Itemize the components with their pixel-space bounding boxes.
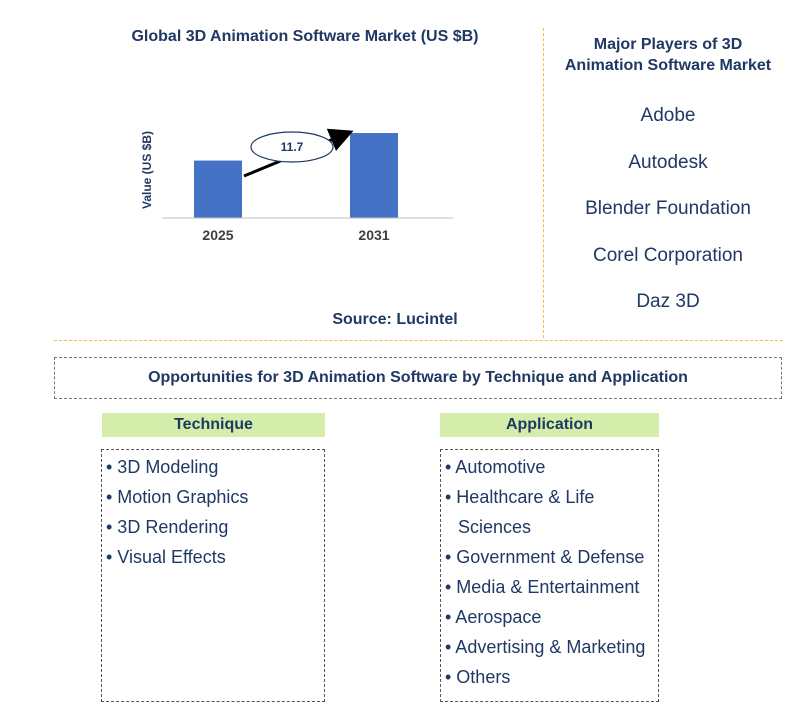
bar-2025 [194, 160, 242, 218]
x-tick-label: 2025 [202, 227, 233, 243]
y-axis-label: Value (US $B) [140, 131, 154, 209]
technique-item: • 3D Rendering [106, 517, 229, 537]
growth-annotation-ellipse [250, 131, 334, 163]
technique-item: • Motion Graphics [106, 487, 249, 507]
technique-heading: Technique [102, 413, 325, 437]
application-item: • Aerospace [445, 607, 542, 627]
bar-2031 [350, 133, 398, 218]
application-item: • Automotive [445, 457, 546, 477]
growth-annotation-label: 11.7 [281, 140, 304, 154]
application-item: • Government & Defense [445, 547, 645, 567]
application-item: • Others [445, 667, 511, 687]
players-list: Adobe Autodesk Blender Foundation Corel … [553, 102, 783, 335]
technique-item: • Visual Effects [106, 547, 226, 567]
application-item: • Advertising & Marketing [445, 637, 646, 657]
technique-list: • 3D Modeling • Motion Graphics • 3D Ren… [106, 452, 324, 572]
application-heading: Application [440, 413, 659, 437]
x-tick-label: 2031 [358, 227, 389, 243]
horizontal-divider [54, 340, 783, 341]
opportunities-box: Opportunities for 3D Animation Software … [54, 357, 782, 399]
vertical-divider [543, 28, 544, 338]
technique-item: • 3D Modeling [106, 457, 219, 477]
player-item: Autodesk [628, 151, 708, 173]
application-list: • Automotive • Healthcare & Life Science… [445, 452, 658, 692]
application-item: • Healthcare & Life Sciences [445, 487, 595, 537]
bar-chart: Value (US $B) 2025 2031 11.7 [140, 128, 453, 243]
chart-title: Global 3D Animation Software Market (US … [131, 28, 479, 45]
application-item: • Media & Entertainment [445, 577, 640, 597]
player-item: Adobe [640, 105, 696, 126]
player-item: Corel Corporation [593, 244, 743, 266]
source-label: Source: Lucintel [332, 311, 458, 328]
opportunities-title: Opportunities for 3D Animation Software … [148, 369, 688, 386]
application-list-box: • Automotive • Healthcare & Life Science… [440, 449, 659, 702]
technique-list-box: • 3D Modeling • Motion Graphics • 3D Ren… [101, 449, 325, 702]
players-title: Major Players of 3D Animation Software M… [564, 36, 772, 74]
player-item: Daz 3D [636, 291, 700, 312]
player-item: Blender Foundation [585, 198, 751, 219]
